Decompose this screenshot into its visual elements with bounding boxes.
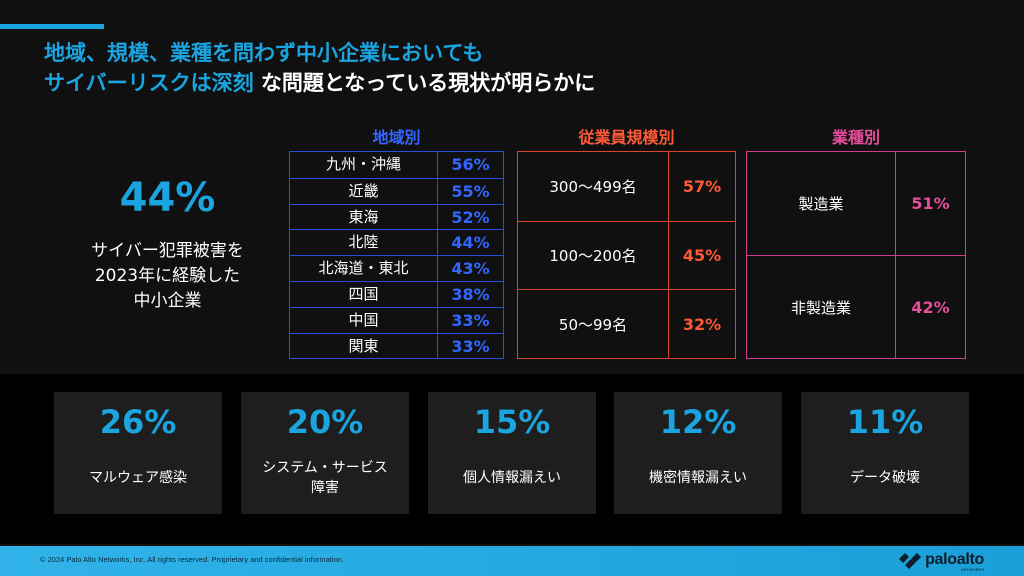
table-row: 中国 33% — [290, 306, 503, 333]
region-value: 52% — [451, 207, 490, 227]
table-row: 100～200名 45% — [518, 220, 735, 290]
hero-label-line: 2023年に経験した — [94, 266, 241, 286]
damage-card: 20% システム・サービス 障害 — [241, 392, 409, 514]
industry-value: 42% — [911, 297, 950, 317]
region-name: 中国 — [290, 307, 438, 333]
region-name: 東海 — [290, 204, 438, 230]
title-line-2-highlight: サイバーリスクは深刻 — [44, 71, 254, 95]
size-name: 50～99名 — [518, 290, 669, 359]
damage-percent: 26% — [99, 403, 177, 441]
damage-card: 11% データ破壊 — [801, 392, 969, 514]
region-value: 44% — [451, 233, 490, 253]
table-row: 九州・沖縄 56% — [290, 152, 503, 178]
table-row: 近畿 55% — [290, 177, 503, 204]
damage-percent: 11% — [846, 403, 924, 441]
table-row: 北海道・東北 43% — [290, 255, 503, 281]
region-name: 北海道・東北 — [290, 256, 438, 281]
title-accent-bar — [0, 24, 104, 29]
damage-label-line: 機密情報漏えい — [649, 470, 747, 486]
damage-label-line: 障害 — [311, 480, 339, 496]
size-heading: 従業員規模別 — [578, 128, 675, 147]
page-title: 地域、規模、業種を問わず中小企業においても サイバーリスクは深刻 な問題となって… — [44, 38, 595, 98]
damage-card: 26% マルウェア感染 — [54, 392, 222, 514]
industry-value: 51% — [911, 194, 950, 213]
damage-label-line: マルウェア感染 — [89, 470, 187, 486]
region-value: 38% — [451, 284, 490, 304]
table-row: 製造業 51% — [747, 152, 965, 255]
region-name: 近畿 — [290, 178, 438, 204]
table-row: 北陸 44% — [290, 229, 503, 256]
region-name: 四国 — [290, 281, 438, 307]
damage-card: 15% 個人情報漏えい — [428, 392, 596, 514]
paloalto-logo: paloalto NETWORKS — [899, 552, 984, 572]
industry-table: 製造業 51% 非製造業 42% — [746, 151, 966, 359]
size-name: 300～499名 — [518, 152, 669, 221]
hero-percent: 44% — [119, 175, 216, 221]
size-value: 32% — [682, 314, 722, 334]
damage-percent: 15% — [473, 403, 551, 441]
title-line-1: 地域、規模、業種を問わず中小企業においても — [44, 41, 484, 65]
region-value: 33% — [451, 336, 490, 356]
damage-label: 個人情報漏えい — [428, 456, 596, 500]
region-value: 55% — [451, 181, 490, 201]
damage-label-line: 個人情報漏えい — [463, 470, 561, 486]
industry-name: 製造業 — [747, 152, 896, 255]
region-heading: 地域別 — [372, 128, 421, 147]
logo-subtext: NETWORKS — [960, 567, 984, 572]
region-name: 北陸 — [290, 230, 438, 256]
damage-label: データ破壊 — [801, 456, 969, 500]
table-row: 四国 38% — [290, 280, 503, 307]
damage-label: システム・サービス 障害 — [241, 456, 409, 500]
table-row: 非製造業 42% — [747, 255, 965, 358]
table-row: 50～99名 32% — [518, 289, 735, 359]
footer: © 2024 Palo Alto Networks, Inc. All righ… — [0, 546, 1024, 576]
table-row: 300～499名 57% — [518, 152, 735, 221]
region-value: 56% — [451, 155, 490, 174]
region-value: 43% — [451, 259, 490, 279]
industry-name: 非製造業 — [747, 256, 896, 358]
logo-text: paloalto — [925, 551, 984, 568]
size-value: 45% — [682, 246, 722, 266]
region-name: 九州・沖縄 — [290, 152, 438, 178]
table-row: 東海 52% — [290, 203, 503, 230]
region-name: 関東 — [290, 333, 438, 359]
damage-label-line: システム・サービス — [262, 460, 388, 476]
size-value: 57% — [682, 176, 722, 196]
damage-card: 12% 機密情報漏えい — [614, 392, 782, 514]
damage-label-line: データ破壊 — [850, 470, 920, 486]
industry-heading: 業種別 — [831, 128, 880, 147]
table-row: 関東 33% — [290, 332, 503, 359]
region-table: 九州・沖縄 56% 近畿 55% 東海 52% 北陸 44% 北海道・東北 43% 四国 3… — [289, 151, 504, 360]
hero-label-line: サイバー犯罪被害を — [91, 241, 244, 261]
title-line-2-rest: な問題となっている現状が明らかに — [253, 71, 596, 95]
region-value: 33% — [451, 310, 490, 330]
hero-label-line: 中小企業 — [133, 291, 202, 311]
paloalto-logo-icon — [899, 553, 922, 569]
damage-percent: 12% — [659, 403, 737, 441]
damage-percent: 20% — [286, 403, 364, 441]
size-table: 300～499名 57% 100～200名 45% 50～99名 32% — [517, 151, 736, 360]
damage-label: 機密情報漏えい — [614, 456, 782, 500]
title-line-2: サイバーリスクは深刻 な問題となっている現状が明らかに — [44, 68, 595, 98]
size-name: 100～200名 — [518, 221, 669, 290]
hero-label: サイバー犯罪被害を 2023年に経験した 中小企業 — [60, 239, 275, 314]
copyright-text: © 2024 Palo Alto Networks, Inc. All righ… — [40, 555, 345, 564]
hero-stat: 44% サイバー犯罪被害を 2023年に経験した 中小企業 — [60, 175, 275, 314]
damage-label: マルウェア感染 — [54, 456, 222, 500]
